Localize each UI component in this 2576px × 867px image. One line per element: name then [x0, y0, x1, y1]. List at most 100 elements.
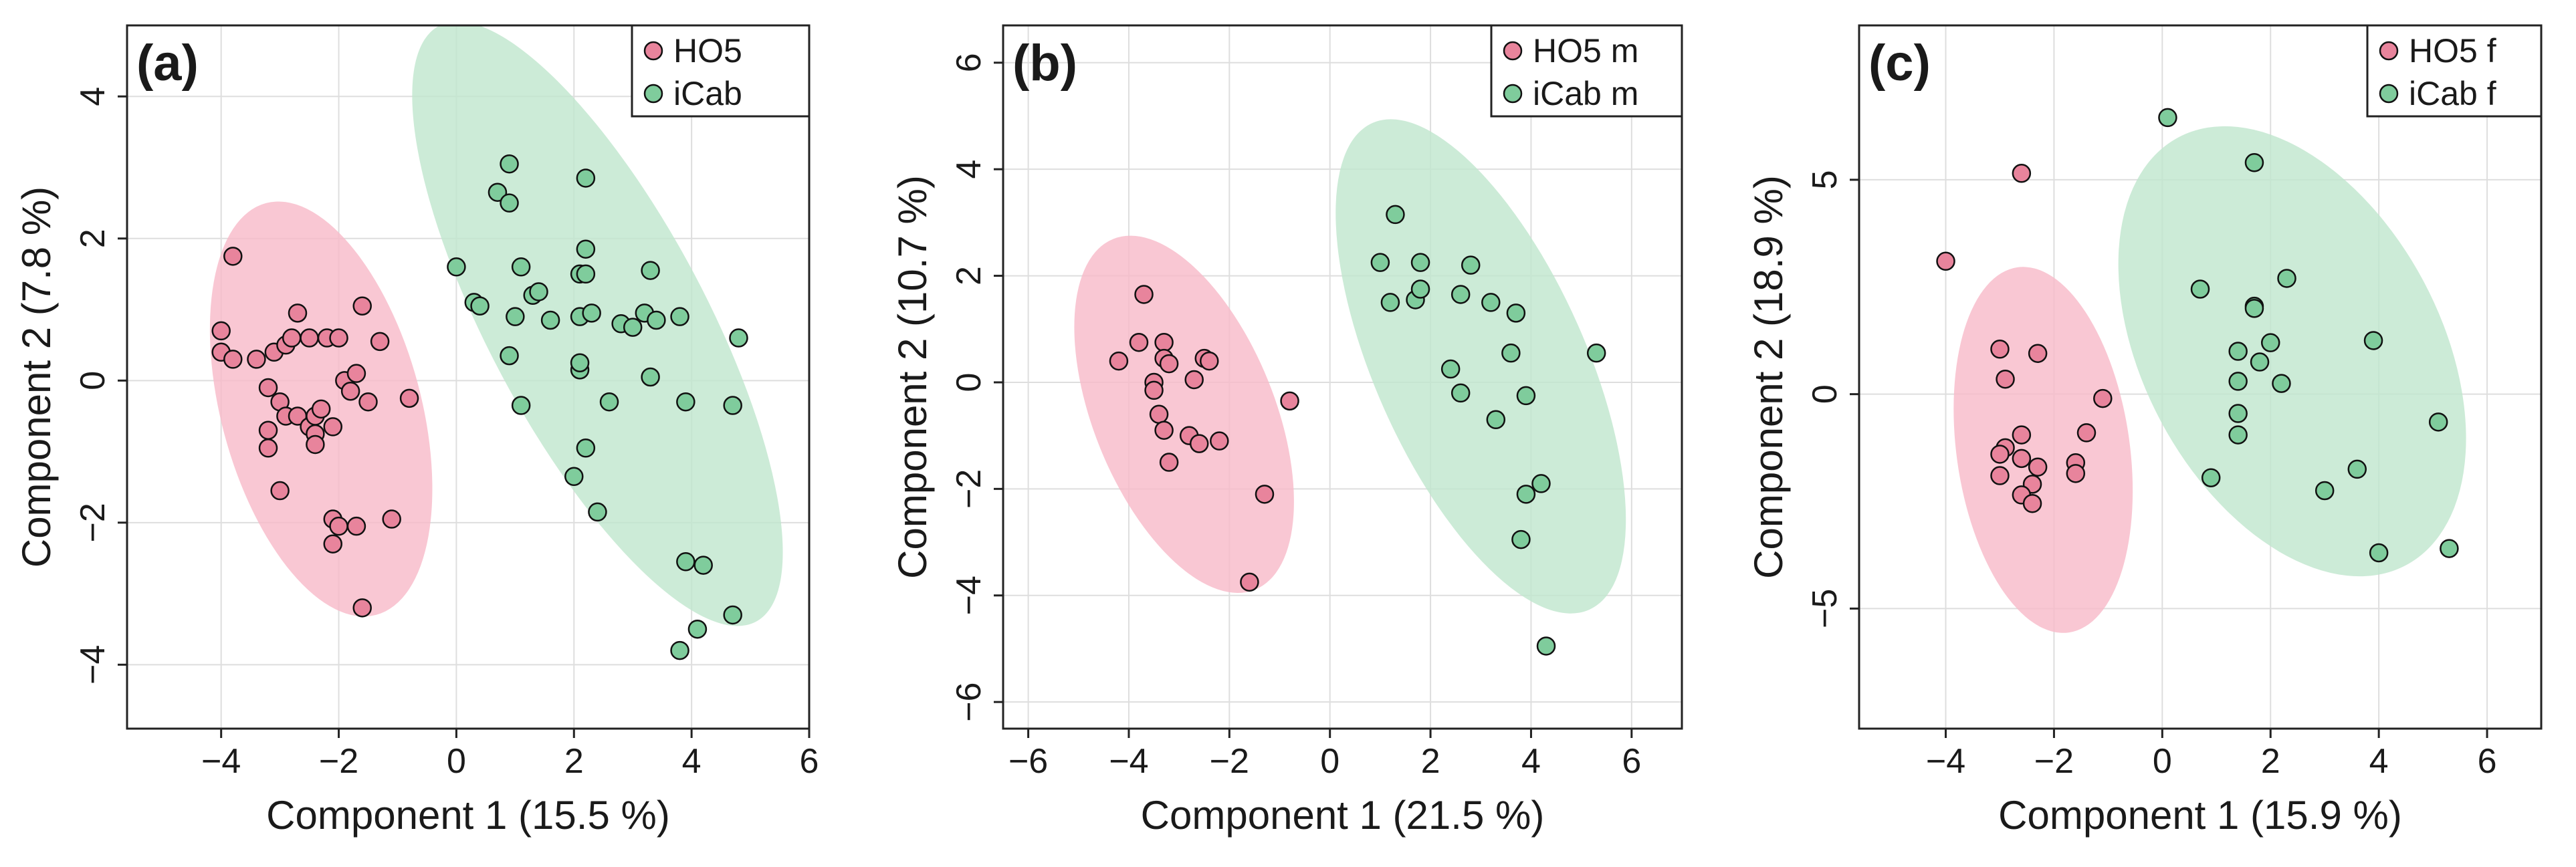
- data-point-ho5: [2012, 425, 2032, 445]
- legend-marker-ho5: [643, 41, 663, 61]
- data-point-icab: [2228, 404, 2248, 423]
- plot-area: [209, 25, 783, 660]
- legend-label: HO5: [673, 32, 742, 70]
- data-point-ho5: [2012, 449, 2032, 469]
- data-point-icab: [670, 307, 689, 326]
- confidence-ellipse-icab: [1335, 119, 1626, 614]
- legend-box: [2366, 24, 2543, 118]
- data-point-ho5: [1200, 351, 1219, 371]
- data-point-ho5: [1990, 340, 2010, 359]
- panel-c: −4 −2 0 2 4 6 −5 0 5 Component 1 (15.9 %) Componen…: [1746, 24, 2543, 838]
- data-point-icab: [1451, 383, 1471, 403]
- y-tick-label: 4: [74, 87, 112, 106]
- x-tick-label: −2: [1210, 742, 1249, 781]
- x-tick-label: −2: [2034, 742, 2074, 781]
- data-point-icab: [540, 310, 560, 330]
- data-point-ho5: [399, 388, 419, 408]
- data-point-ho5: [2066, 464, 2086, 483]
- legend-marker-icab: [643, 84, 663, 104]
- data-point-icab: [447, 257, 466, 277]
- data-point-ho5: [1990, 466, 2010, 485]
- data-point-icab: [529, 282, 548, 301]
- data-point-icab: [564, 467, 584, 487]
- data-point-ho5: [306, 435, 325, 455]
- data-point-icab: [2244, 153, 2264, 172]
- data-point-icab: [2347, 459, 2367, 479]
- data-point-icab: [676, 392, 695, 412]
- x-tick-label: 6: [2478, 742, 2497, 781]
- data-point-icab: [1370, 253, 1390, 272]
- data-point-icab: [506, 307, 525, 326]
- data-point-ho5: [346, 516, 366, 536]
- data-point-ho5: [358, 392, 378, 412]
- data-point-icab: [511, 396, 531, 415]
- data-point-icab: [2228, 372, 2248, 391]
- data-point-icab: [599, 392, 619, 412]
- x-tick-label: −4: [201, 742, 241, 781]
- data-point-ho5: [211, 321, 231, 341]
- data-point-icab: [687, 619, 708, 639]
- data-point-icab: [588, 502, 607, 522]
- legend: HO5 f iCab f: [2366, 24, 2543, 118]
- confidence-ellipse-icab: [412, 25, 783, 626]
- data-point-icab: [1461, 255, 1481, 275]
- data-point-icab: [500, 346, 519, 366]
- data-point-icab: [470, 296, 490, 316]
- data-point-ho5: [1936, 251, 1955, 271]
- data-point-ho5: [270, 481, 290, 501]
- x-tick-label: 0: [1320, 742, 1339, 781]
- x-tick-label: 6: [1622, 742, 1641, 781]
- y-axis-label: Component 2 (7.8 %): [14, 187, 59, 568]
- data-point-ho5: [1134, 285, 1154, 304]
- plot-frame: [126, 24, 811, 730]
- legend-box: [631, 24, 811, 118]
- data-point-ho5: [223, 350, 243, 369]
- data-point-ho5: [346, 364, 366, 383]
- data-point-ho5: [1210, 431, 1229, 451]
- data-point-icab: [1410, 279, 1430, 299]
- data-point-icab: [500, 154, 519, 174]
- legend-label: iCab: [673, 75, 742, 112]
- data-point-ho5: [1184, 370, 1204, 390]
- data-point-ho5: [323, 417, 343, 437]
- data-point-icab: [2369, 543, 2389, 563]
- data-point-ho5: [258, 420, 278, 440]
- data-point-ho5: [1109, 351, 1129, 371]
- x-tick-label: −4: [1109, 742, 1148, 781]
- data-point-icab: [2201, 468, 2221, 487]
- data-point-icab: [1501, 343, 1521, 363]
- data-point-icab: [2190, 279, 2210, 299]
- x-tick-label: 2: [2261, 742, 2280, 781]
- data-point-icab: [576, 168, 596, 188]
- data-point-icab: [570, 353, 590, 372]
- data-point-ho5: [329, 328, 348, 348]
- data-point-icab: [1380, 293, 1400, 312]
- y-tick-label: −4: [950, 576, 988, 615]
- data-point-icab: [2363, 331, 2383, 350]
- data-point-icab: [1410, 253, 1430, 272]
- data-point-icab: [2272, 374, 2291, 393]
- legend-label: iCab f: [2409, 75, 2496, 112]
- data-point-icab: [500, 193, 519, 213]
- x-tick-label: 6: [800, 742, 819, 781]
- legend-box: [1490, 24, 1683, 118]
- data-point-icab: [647, 310, 666, 330]
- data-point-ho5: [1159, 354, 1179, 374]
- y-axis-label: Component 2 (10.7 %): [890, 175, 935, 579]
- data-point-icab: [723, 605, 742, 625]
- y-tick-label: 2: [950, 266, 988, 285]
- data-point-ho5: [1255, 485, 1275, 504]
- data-point-ho5: [247, 350, 266, 369]
- y-tick-label: 5: [1806, 170, 1844, 189]
- data-point-icab: [2440, 539, 2459, 558]
- data-point-icab: [1506, 303, 1526, 323]
- data-point-icab: [1516, 485, 1536, 504]
- data-point-icab: [1440, 359, 1461, 379]
- data-point-icab: [723, 396, 742, 415]
- x-tick-label: 2: [564, 742, 584, 781]
- data-point-icab: [582, 303, 601, 323]
- legend-label: iCab m: [1533, 75, 1638, 112]
- data-point-ho5: [288, 303, 308, 323]
- data-point-ho5: [1144, 380, 1164, 400]
